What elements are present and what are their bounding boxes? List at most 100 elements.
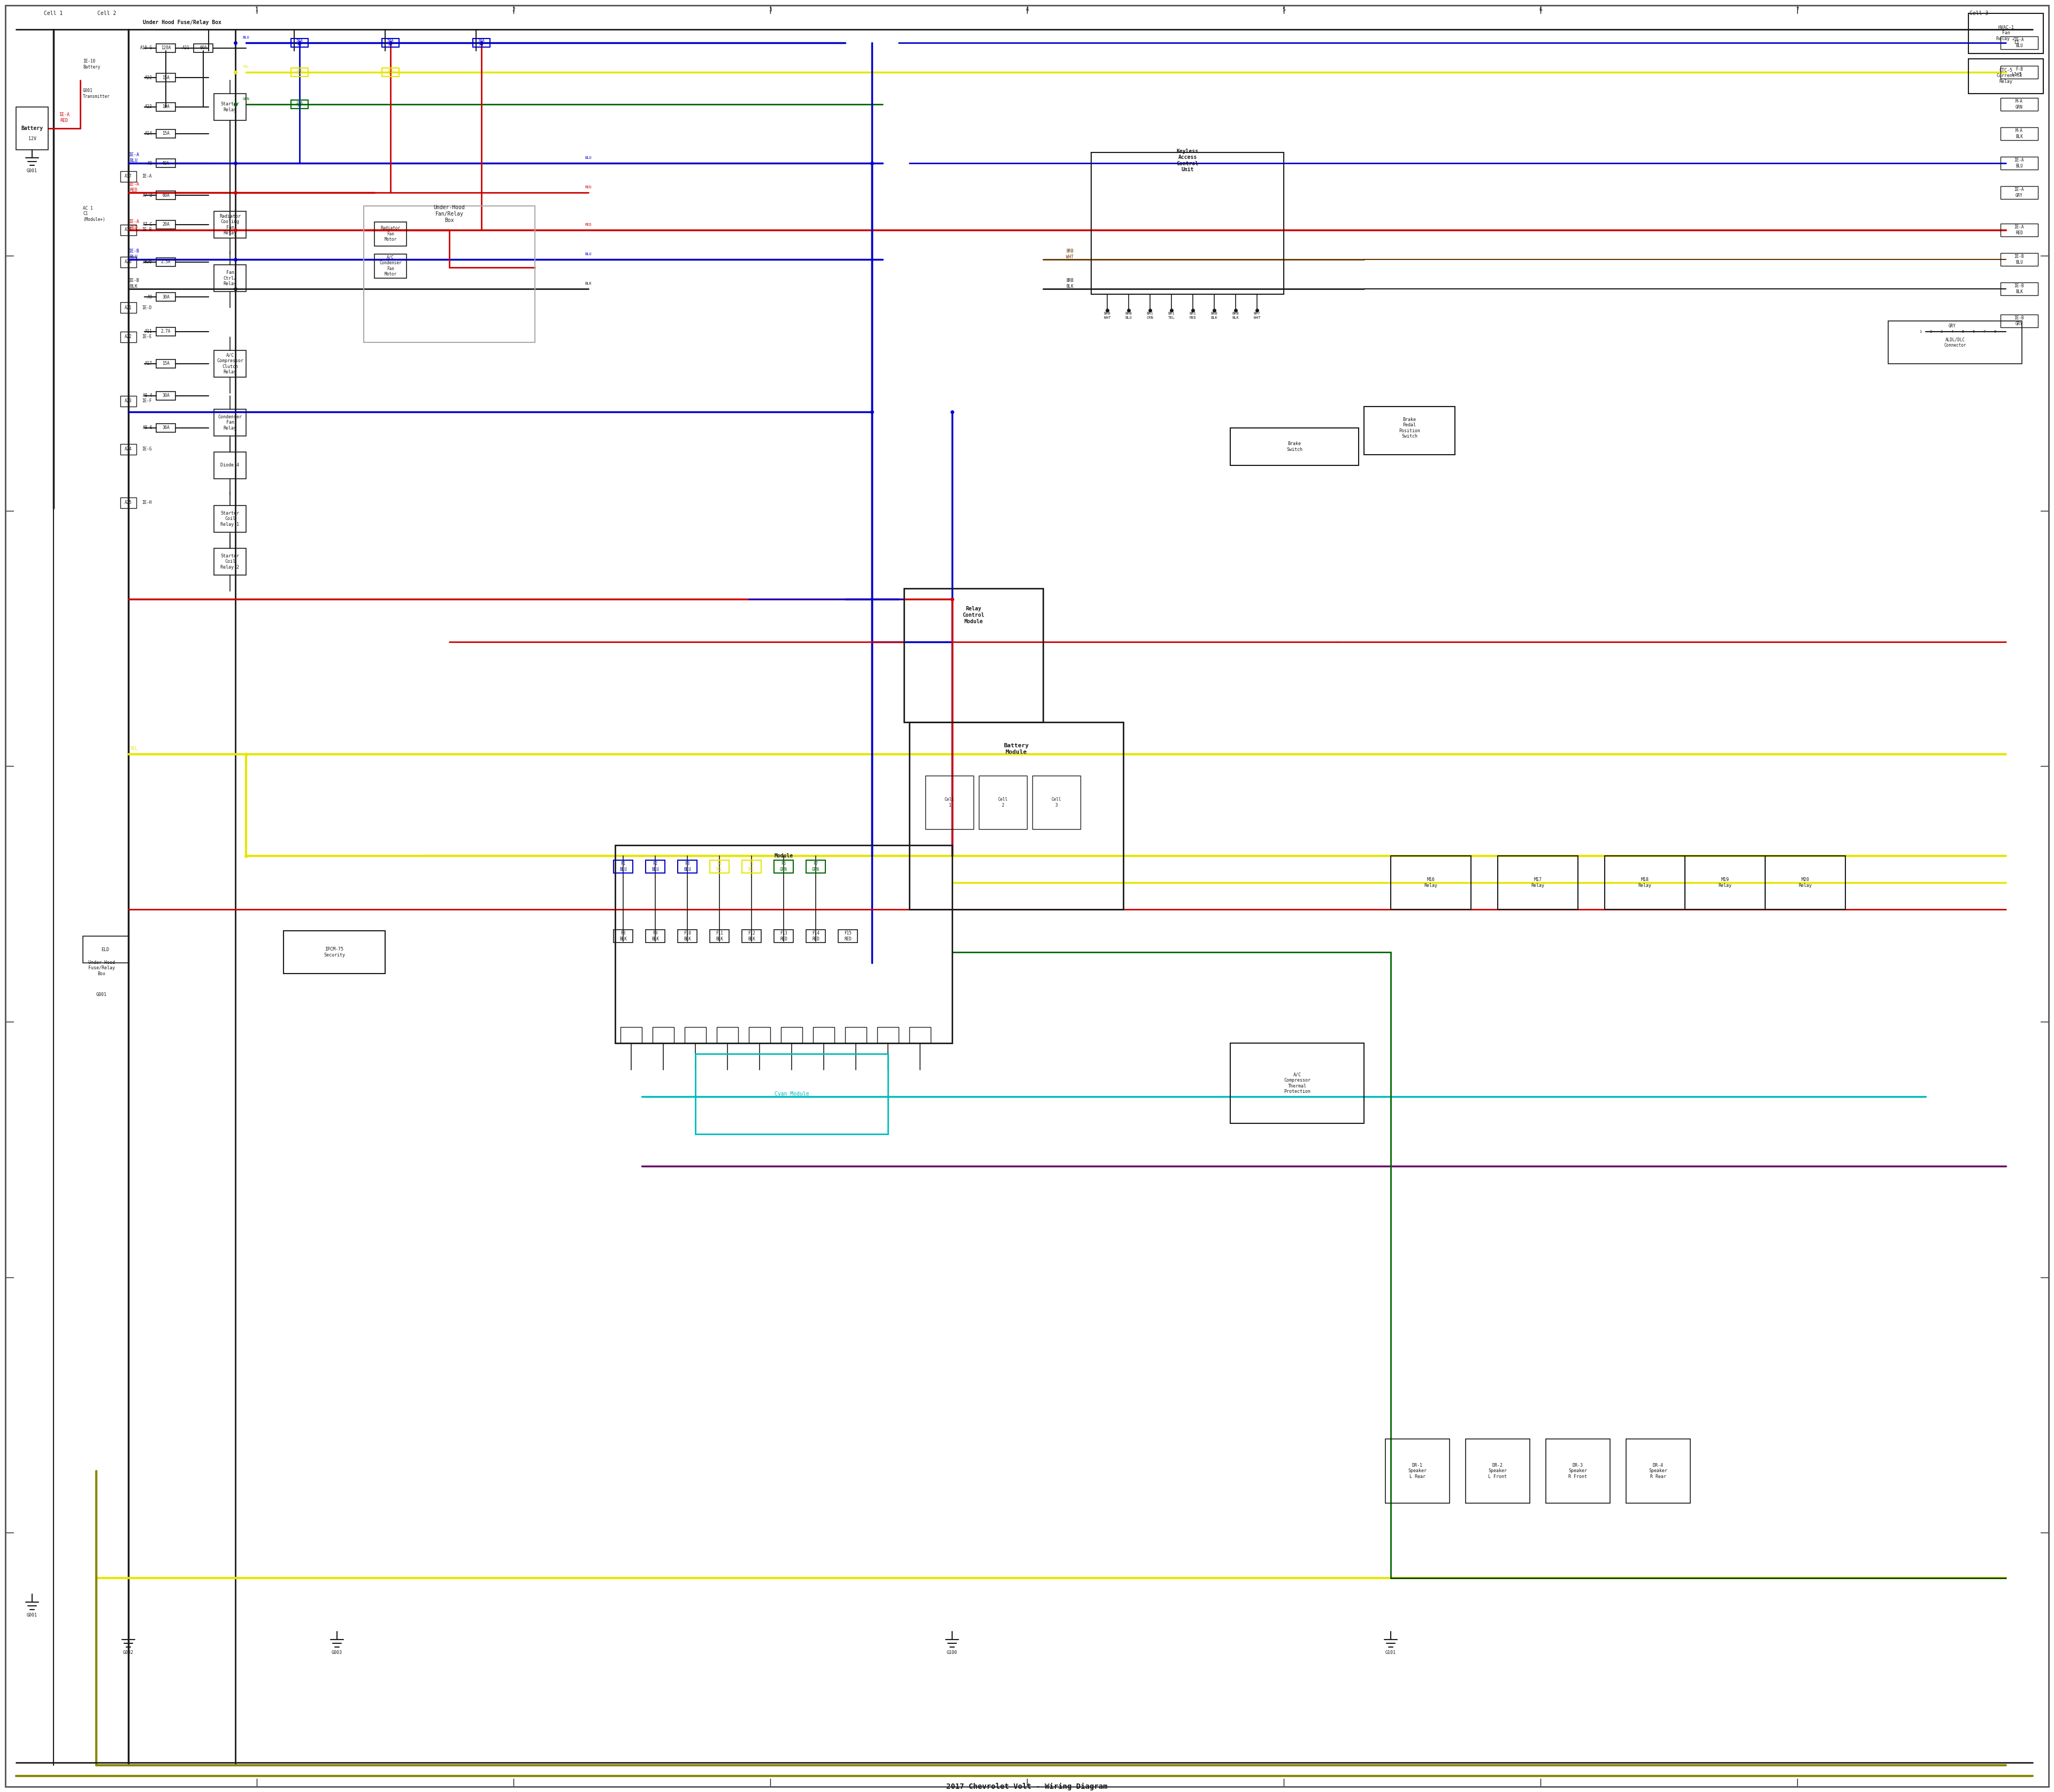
Text: A7-C: A7-C <box>142 222 152 228</box>
Text: Cell 1: Cell 1 <box>43 11 64 16</box>
Bar <box>1391 857 1471 909</box>
Text: A8-4: A8-4 <box>142 394 152 398</box>
Text: 4: 4 <box>1025 7 1029 13</box>
Text: A/C
Compressor
Thermal
Protection: A/C Compressor Thermal Protection <box>1284 1072 1310 1093</box>
Text: A8-6: A8-6 <box>142 425 152 430</box>
Text: G001: G001 <box>97 993 107 998</box>
Bar <box>2001 253 2038 265</box>
Bar <box>82 935 127 962</box>
Text: F5
YEL: F5 YEL <box>748 862 756 871</box>
Text: RED: RED <box>585 222 592 226</box>
Bar <box>121 498 136 509</box>
Text: A14: A14 <box>146 131 152 136</box>
Bar <box>2001 224 2038 237</box>
Text: BR1
RED: BR1 RED <box>1189 312 1195 319</box>
Text: 20A
F6: 20A F6 <box>296 100 302 108</box>
Text: 30A
F3: 30A F3 <box>479 39 485 47</box>
Text: Cell
3: Cell 3 <box>1052 797 1062 808</box>
Text: 3: 3 <box>1941 330 1943 333</box>
Text: IE-A
RED: IE-A RED <box>60 113 70 124</box>
Text: F-B
YEL: F-B YEL <box>2015 66 2023 77</box>
Text: BRB
BLU: BRB BLU <box>1126 312 1132 319</box>
Text: Cell 3: Cell 3 <box>1970 11 1988 16</box>
Text: IE-D: IE-D <box>142 305 152 310</box>
Bar <box>1384 1439 1450 1503</box>
Bar <box>1497 857 1577 909</box>
Text: 60A: 60A <box>199 47 207 50</box>
Text: F7
GRN: F7 GRN <box>811 862 820 871</box>
Bar <box>214 452 246 478</box>
Bar <box>156 220 175 229</box>
Bar <box>980 776 1027 830</box>
Text: 5: 5 <box>1282 7 1286 13</box>
Text: A21: A21 <box>125 305 131 310</box>
Bar <box>711 930 729 943</box>
Text: 36A: 36A <box>162 425 170 430</box>
Text: M16
Relay: M16 Relay <box>1423 878 1438 887</box>
Text: 1: 1 <box>255 7 259 13</box>
Text: 15A: 15A <box>162 362 170 366</box>
Text: M-A
GRN: M-A GRN <box>2015 99 2023 109</box>
Text: G001
Transmitter: G001 Transmitter <box>82 88 111 99</box>
Text: F2
BLU: F2 BLU <box>651 862 659 871</box>
Bar <box>910 722 1124 909</box>
Bar <box>1604 857 1684 909</box>
Text: 6: 6 <box>1538 7 1543 13</box>
Bar <box>774 930 793 943</box>
Text: DR-1
Speaker
L Rear: DR-1 Speaker L Rear <box>1409 1462 1428 1478</box>
Text: Cell 2: Cell 2 <box>97 11 117 16</box>
Bar <box>156 129 175 138</box>
Text: Relay
Control
Module: Relay Control Module <box>963 606 984 624</box>
Text: Cyan Module: Cyan Module <box>774 1091 809 1097</box>
Text: G002: G002 <box>123 1650 134 1656</box>
Text: 2.7A: 2.7A <box>160 330 170 333</box>
Text: M18
Relay: M18 Relay <box>1639 878 1651 887</box>
Bar <box>121 396 136 407</box>
Bar <box>156 43 175 52</box>
Text: 2017 Chevrolet Volt - Wiring Diagram: 2017 Chevrolet Volt - Wiring Diagram <box>947 1783 1107 1790</box>
Bar <box>121 303 136 314</box>
Text: Starter
Coil
Relay 2: Starter Coil Relay 2 <box>220 554 240 570</box>
Text: Battery
Module: Battery Module <box>1004 744 1029 754</box>
Text: RED: RED <box>585 186 592 188</box>
Text: IE-B
BLU: IE-B BLU <box>2015 254 2023 265</box>
Bar <box>750 1027 770 1043</box>
Text: A22: A22 <box>146 75 152 81</box>
Text: DR-3
Speaker
R Front: DR-3 Speaker R Front <box>1569 1462 1588 1478</box>
Text: CTC-5
Current
Relay: CTC-5 Current Relay <box>1996 68 2015 84</box>
Text: 8: 8 <box>1994 330 1996 333</box>
Text: G001: G001 <box>27 1613 37 1618</box>
Text: ELD: ELD <box>101 948 109 952</box>
Text: F12
BLK: F12 BLK <box>748 930 756 941</box>
Text: IE-B: IE-B <box>142 228 152 233</box>
Text: 12V: 12V <box>29 136 37 142</box>
Text: BLK: BLK <box>585 281 592 285</box>
Bar <box>214 548 246 575</box>
Text: 20A: 20A <box>162 222 170 228</box>
Text: G100: G100 <box>947 1650 957 1656</box>
Bar <box>696 1054 887 1134</box>
Bar <box>2001 186 2038 199</box>
Bar <box>1547 1439 1610 1503</box>
Bar <box>292 100 308 109</box>
Bar <box>684 1027 707 1043</box>
Text: YEL: YEL <box>242 65 249 68</box>
Text: A17: A17 <box>125 174 131 179</box>
Bar <box>774 860 793 873</box>
Text: A19: A19 <box>125 228 131 233</box>
Text: IE-A: IE-A <box>142 174 152 179</box>
Text: F4
YEL: F4 YEL <box>715 862 723 871</box>
Text: BLU: BLU <box>242 36 249 39</box>
Bar <box>2001 36 2038 48</box>
Bar <box>653 1027 674 1043</box>
Text: A/C
Condenser
Fan
Motor: A/C Condenser Fan Motor <box>380 254 403 276</box>
Bar <box>1968 59 2044 93</box>
Bar <box>374 254 407 278</box>
Text: IE-A
RED: IE-A RED <box>127 183 140 192</box>
Text: Fan
Ctrl/
Relay: Fan Ctrl/ Relay <box>224 271 236 287</box>
Text: 2.5A: 2.5A <box>160 260 170 265</box>
Bar <box>156 292 175 301</box>
Text: 7: 7 <box>1984 330 1986 333</box>
Bar <box>382 68 398 77</box>
Bar <box>614 846 953 1043</box>
